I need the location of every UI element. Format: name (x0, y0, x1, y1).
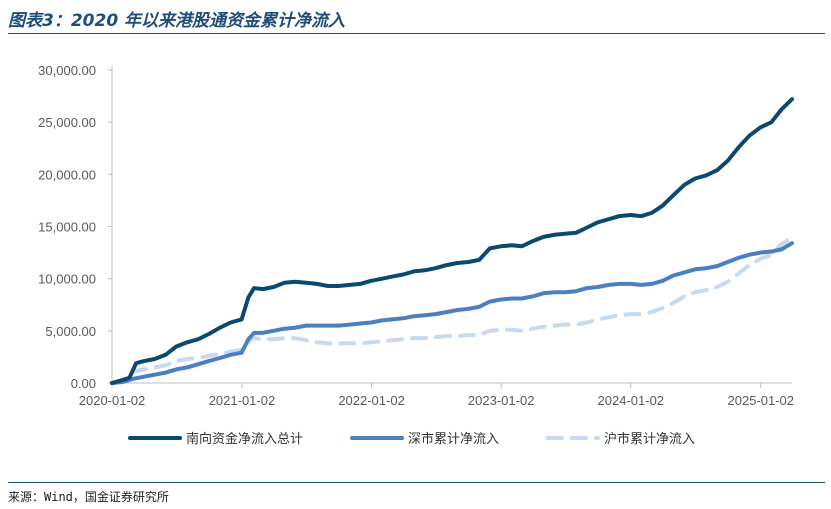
y-tick-label: 0.00 (71, 376, 96, 391)
x-axis-ticks: 2020-01-02 2021-01-02 2022-01-02 2023-01-02… (79, 383, 794, 408)
x-tick-label: 2020-01-02 (79, 393, 146, 408)
legend: 南向资金净流入总计 深市累计净流入 沪市累计净流入 (128, 431, 695, 447)
x-tick-label: 2024-01-02 (598, 393, 665, 408)
series-line-1 (110, 97, 794, 385)
legend-label: 深市累计净流入 (408, 431, 499, 447)
series-line-3 (110, 236, 794, 385)
y-tick-label: 30,000.00 (38, 63, 96, 78)
line-chart: 0.00 5,000.00 10,000.00 15,000.00 20,000.00 2… (38, 63, 794, 447)
series-layer (110, 97, 794, 385)
source-note: 来源：Wind，国金证券研究所 (8, 490, 169, 504)
y-tick-label: 25,000.00 (38, 115, 96, 130)
x-tick-label: 2023-01-02 (468, 393, 535, 408)
y-tick-label: 20,000.00 (38, 167, 96, 182)
y-axis-ticks: 0.00 5,000.00 10,000.00 15,000.00 20,000.00 2… (38, 63, 112, 391)
chart-title: 图表3：2020 年以来港股通资金累计净流入 (8, 11, 346, 31)
axes (111, 66, 792, 384)
y-tick-label: 15,000.00 (38, 220, 96, 235)
series-line-2 (110, 241, 794, 385)
y-tick-label: 10,000.00 (38, 272, 96, 287)
x-tick-label: 2021-01-02 (209, 393, 276, 408)
x-tick-label: 2022-01-02 (338, 393, 405, 408)
top-rule (8, 33, 825, 34)
bottom-rule (8, 482, 825, 483)
legend-label: 南向资金净流入总计 (186, 431, 303, 447)
legend-label: 沪市累计净流入 (604, 431, 695, 447)
y-tick-label: 5,000.00 (45, 324, 96, 339)
x-tick-label: 2025-01-02 (728, 393, 795, 408)
